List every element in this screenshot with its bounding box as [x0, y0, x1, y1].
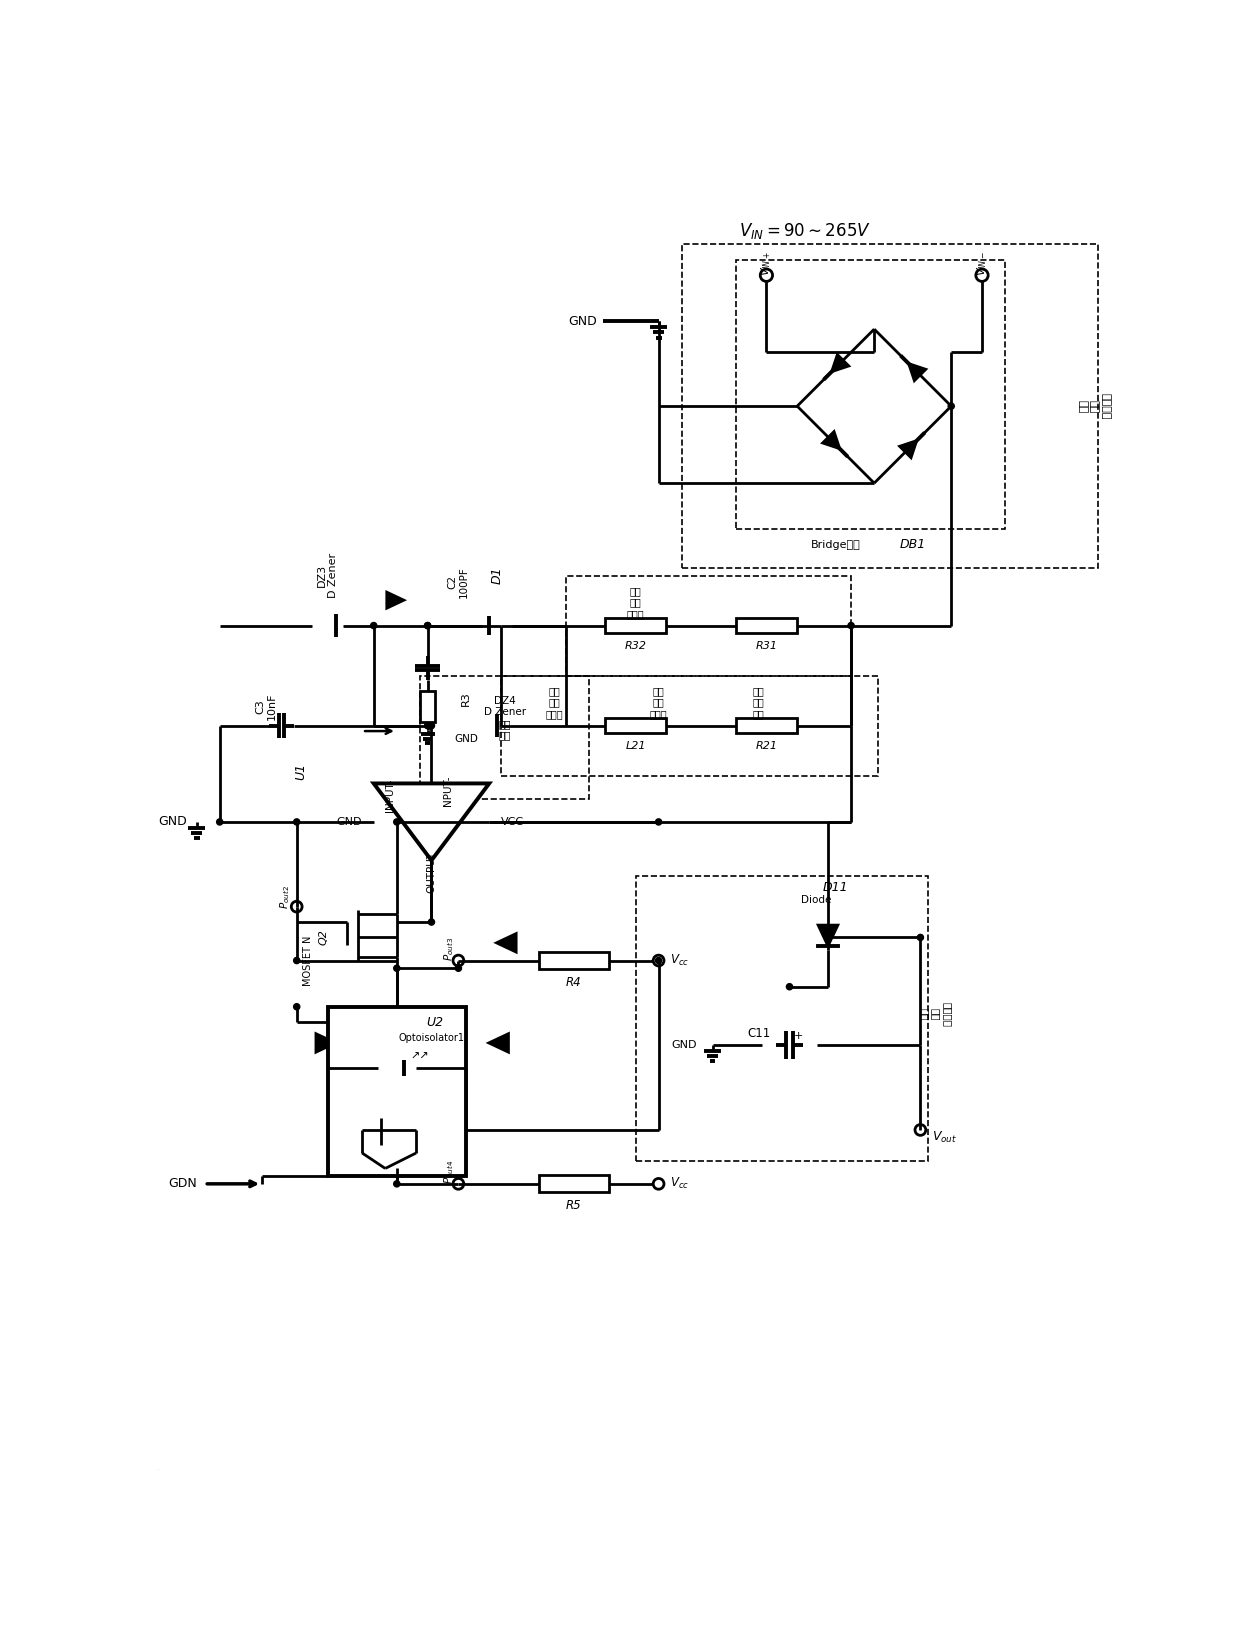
Circle shape [217, 819, 223, 824]
Circle shape [918, 935, 924, 940]
Circle shape [294, 958, 300, 963]
Text: 接近
检测
开关三: 接近 检测 开关三 [626, 586, 645, 620]
Text: $V_{IN+}$: $V_{IN+}$ [759, 251, 774, 276]
Circle shape [825, 935, 831, 940]
Text: Bridge整流: Bridge整流 [811, 540, 861, 550]
Text: D11: D11 [823, 881, 848, 894]
Text: GND: GND [159, 816, 187, 828]
Circle shape [455, 965, 461, 971]
Text: C3
10nF: C3 10nF [255, 692, 277, 720]
Text: INPUT-: INPUT- [386, 778, 396, 811]
Text: $P_{out4}$: $P_{out4}$ [443, 1160, 456, 1184]
Bar [735, 618, 797, 633]
Text: NPUT-: NPUT- [443, 776, 453, 806]
Text: $P_{out2}$: $P_{out2}$ [278, 884, 293, 909]
Text: R32: R32 [625, 641, 646, 651]
Polygon shape [818, 925, 838, 947]
Text: Diode: Diode [801, 895, 832, 905]
Polygon shape [908, 363, 926, 382]
Bar [327, 1006, 466, 1176]
Bar [539, 1175, 609, 1193]
Text: $V_{IN-}$: $V_{IN-}$ [975, 251, 988, 276]
Bar [605, 719, 666, 733]
Text: $V_{out}$: $V_{out}$ [932, 1130, 957, 1145]
Bar [420, 691, 435, 722]
Circle shape [656, 819, 662, 824]
Text: Optoisolator1: Optoisolator1 [398, 1032, 465, 1042]
Bar [501, 676, 878, 776]
Bar [635, 876, 928, 1161]
Polygon shape [899, 439, 918, 458]
Text: Q2: Q2 [319, 930, 329, 945]
Circle shape [294, 1004, 300, 1009]
Text: R31: R31 [755, 641, 777, 651]
Text: 整流电路
稳压
滤波: 整流电路 稳压 滤波 [919, 1003, 952, 1028]
Text: GND: GND [336, 818, 362, 828]
Circle shape [424, 722, 430, 729]
Text: ↗↗: ↗↗ [410, 1052, 429, 1062]
Text: OUTPUT: OUTPUT [427, 851, 436, 894]
Circle shape [294, 819, 300, 824]
Text: +: + [794, 1031, 804, 1041]
Circle shape [428, 722, 434, 729]
Circle shape [424, 623, 430, 629]
Circle shape [394, 819, 399, 824]
Bar [539, 952, 609, 970]
Text: L21: L21 [625, 742, 646, 752]
Circle shape [786, 983, 792, 990]
Text: 接近
检测
开关二: 接近 检测 开关二 [546, 686, 563, 719]
Circle shape [656, 958, 662, 963]
Text: C2
100PF: C2 100PF [448, 567, 469, 598]
Text: DZ3
D Zener: DZ3 D Zener [316, 553, 339, 598]
Bar [605, 618, 666, 633]
Polygon shape [387, 591, 404, 608]
Circle shape [848, 623, 854, 629]
Bar [735, 259, 1006, 529]
Text: GND: GND [672, 1041, 697, 1051]
Text: $V_{IN}=90\sim265V$: $V_{IN}=90\sim265V$ [739, 221, 870, 241]
Polygon shape [316, 1034, 336, 1052]
Text: MOSFET N: MOSFET N [304, 935, 314, 986]
Circle shape [371, 623, 377, 629]
Polygon shape [496, 933, 516, 952]
Text: DB1: DB1 [899, 539, 926, 552]
Circle shape [424, 623, 430, 629]
Text: R5: R5 [567, 1199, 582, 1213]
Circle shape [394, 1181, 399, 1186]
Polygon shape [822, 431, 841, 449]
Bar [420, 676, 589, 800]
Polygon shape [831, 354, 849, 372]
Bar [682, 244, 1097, 568]
Bar [735, 719, 797, 733]
Text: R4: R4 [567, 976, 582, 988]
Text: 接近
检测
开关一: 接近 检测 开关一 [650, 686, 667, 719]
Text: R21: R21 [755, 742, 777, 752]
Text: 整流电路
桥式
整流: 整流电路 桥式 整流 [1078, 393, 1110, 420]
Text: U1: U1 [294, 763, 308, 780]
Bar [567, 575, 851, 676]
Text: 接近
检测
开关: 接近 检测 开关 [753, 686, 765, 719]
Circle shape [949, 403, 955, 410]
Text: $V_{cc}$: $V_{cc}$ [670, 1176, 689, 1191]
Polygon shape [373, 783, 490, 861]
Text: $V_{cc}$: $V_{cc}$ [670, 953, 689, 968]
Text: D1: D1 [490, 567, 503, 585]
Text: GND: GND [568, 316, 596, 329]
Text: U2: U2 [427, 1016, 444, 1029]
Text: C11: C11 [746, 1028, 770, 1041]
Text: $P_{out3}$: $P_{out3}$ [443, 937, 456, 961]
Circle shape [394, 965, 399, 971]
Polygon shape [489, 1034, 508, 1052]
Circle shape [428, 919, 434, 925]
Text: DZ4
D Zener
稳压
整流: DZ4 D Zener 稳压 整流 [484, 695, 526, 740]
Text: GDN: GDN [167, 1178, 197, 1191]
Text: VCC: VCC [501, 818, 523, 828]
Text: R3: R3 [461, 692, 471, 705]
Text: GND: GND [455, 733, 479, 743]
